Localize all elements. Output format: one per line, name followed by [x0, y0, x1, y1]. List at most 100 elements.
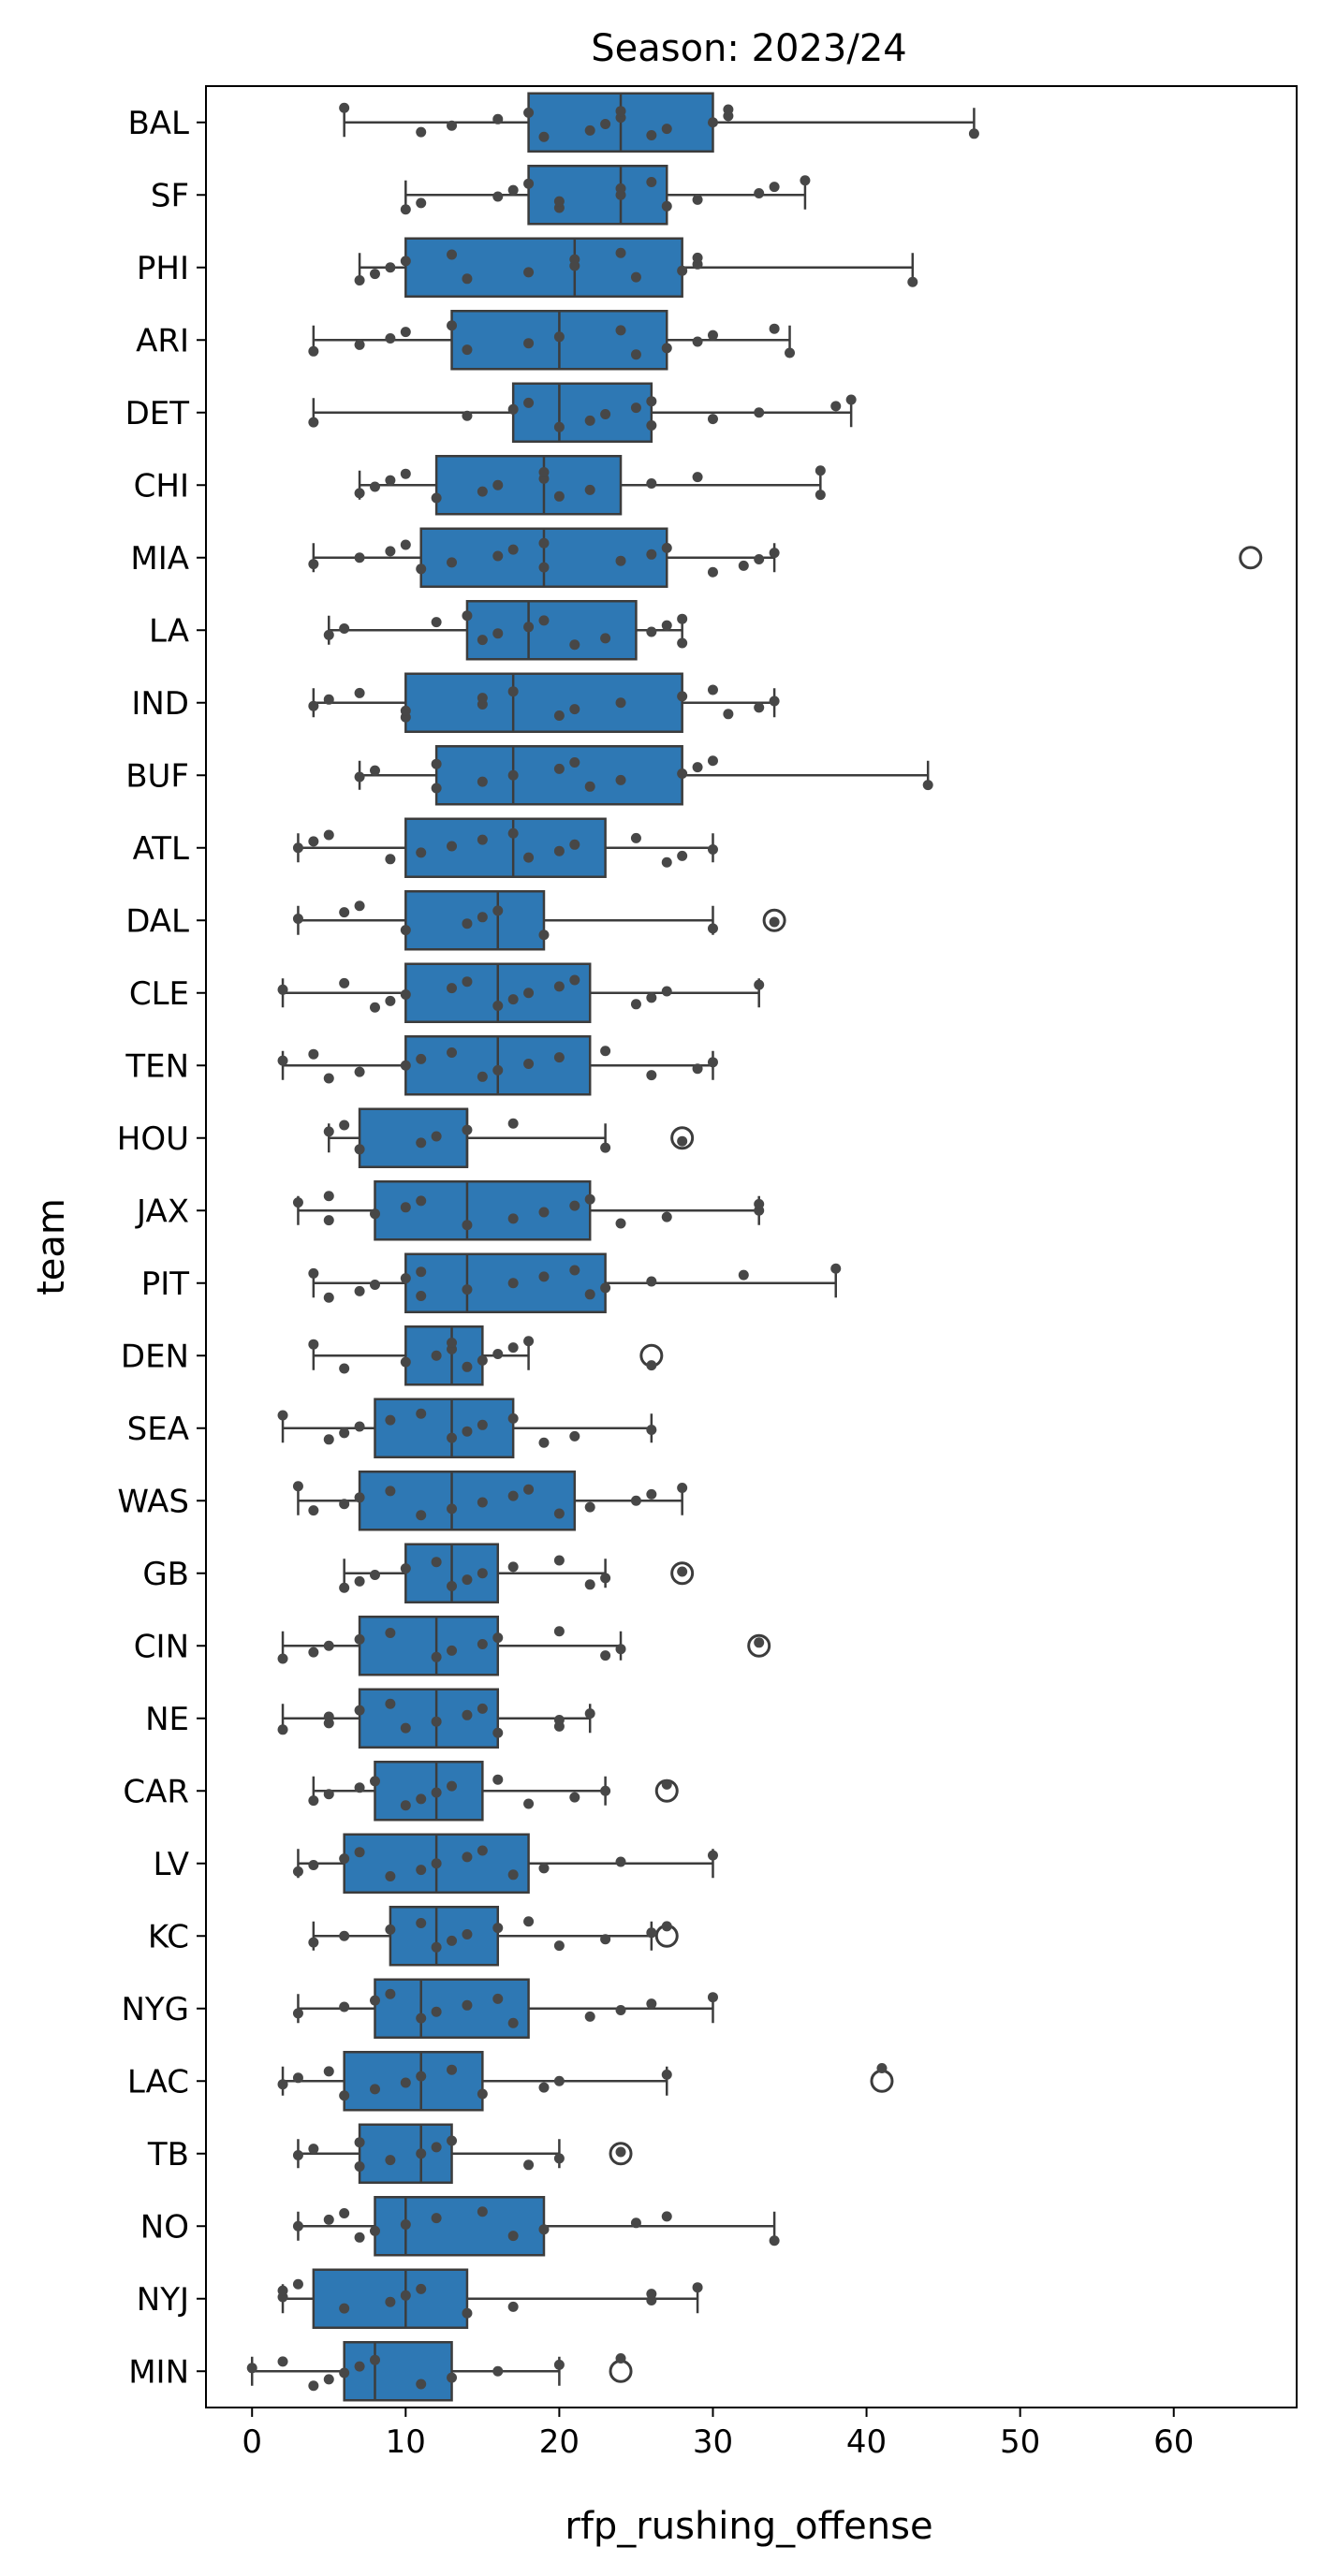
- data-point: [354, 900, 365, 912]
- y-tick-label: NYJ: [137, 2281, 189, 2319]
- data-point: [538, 1207, 550, 1218]
- data-point: [553, 1940, 565, 1952]
- box-iqr: [511, 382, 653, 443]
- data-point: [323, 829, 334, 841]
- data-point: [308, 2144, 319, 2155]
- data-point: [447, 983, 458, 994]
- data-point: [523, 178, 535, 189]
- data-point: [416, 198, 427, 209]
- data-point: [569, 1792, 580, 1803]
- data-point: [277, 1724, 288, 1735]
- box-iqr: [374, 1761, 484, 1822]
- data-point: [661, 200, 672, 212]
- data-point: [553, 2075, 565, 2086]
- box-iqr: [389, 1906, 500, 1967]
- data-point: [369, 269, 380, 280]
- box-iqr: [527, 165, 668, 226]
- plot-area: [246, 92, 1263, 2402]
- data-point: [447, 1337, 458, 1348]
- y-tick-label: NO: [140, 2208, 189, 2246]
- data-point: [600, 1573, 611, 1584]
- data-point: [308, 1795, 319, 1807]
- chart-title: Season: 2023/24: [591, 27, 907, 70]
- data-point: [416, 2071, 427, 2082]
- data-point: [707, 414, 718, 425]
- data-point: [707, 1992, 718, 2003]
- data-point: [308, 700, 319, 711]
- data-point: [600, 1282, 611, 1294]
- data-point: [385, 546, 396, 557]
- data-point: [323, 629, 334, 640]
- data-point: [477, 776, 488, 787]
- data-point: [477, 1639, 488, 1650]
- data-point: [769, 916, 780, 928]
- team-group-ari: [308, 310, 796, 371]
- data-point: [754, 188, 765, 199]
- data-point: [385, 262, 396, 273]
- data-point: [416, 2148, 427, 2159]
- data-point: [292, 1197, 303, 1208]
- data-point: [462, 1220, 473, 1231]
- outlier-marker: [1239, 546, 1263, 570]
- data-point: [661, 2211, 672, 2222]
- data-point: [339, 2207, 350, 2218]
- data-point: [646, 626, 657, 637]
- x-tick-label: 20: [539, 2423, 580, 2461]
- data-point: [308, 417, 319, 428]
- data-point: [400, 256, 411, 267]
- data-point: [677, 265, 688, 276]
- box-iqr: [374, 1978, 530, 2039]
- data-point: [507, 686, 519, 697]
- y-tick-label: GB: [142, 1556, 189, 1593]
- data-point: [462, 1852, 473, 1863]
- box-iqr: [343, 2341, 453, 2402]
- data-point: [339, 2303, 350, 2314]
- data-point: [277, 2285, 288, 2296]
- data-point: [538, 615, 550, 626]
- data-point: [707, 923, 718, 934]
- data-point: [339, 1120, 350, 1131]
- data-point: [677, 691, 688, 702]
- data-point: [477, 693, 488, 704]
- data-point: [507, 184, 519, 196]
- data-point: [369, 481, 380, 492]
- data-point: [416, 1408, 427, 1419]
- data-point: [507, 1213, 519, 1224]
- y-tick-label: DET: [125, 395, 190, 432]
- data-point: [677, 637, 688, 649]
- outlier-marker: [609, 2142, 633, 2166]
- y-tick-label: CIN: [134, 1628, 189, 1665]
- data-point: [815, 465, 826, 476]
- data-point: [416, 564, 427, 575]
- data-point: [462, 344, 473, 356]
- data-point: [339, 1582, 350, 1593]
- data-point: [630, 271, 641, 283]
- data-point: [308, 559, 319, 570]
- data-point: [492, 1727, 504, 1738]
- data-point: [462, 976, 473, 988]
- data-point: [523, 1916, 535, 1927]
- team-group-pit: [308, 1252, 842, 1313]
- data-point: [553, 421, 565, 432]
- data-point: [661, 620, 672, 631]
- data-point: [354, 771, 365, 783]
- data-point: [354, 1633, 365, 1645]
- data-point: [462, 1999, 473, 2011]
- data-point: [646, 549, 657, 560]
- data-point: [416, 1917, 427, 1928]
- y-tick-label: LV: [154, 1846, 189, 1883]
- y-tick-label: SF: [151, 177, 189, 214]
- box-iqr: [434, 745, 683, 806]
- data-point: [431, 783, 442, 794]
- data-point: [369, 1569, 380, 1580]
- data-point: [538, 1271, 550, 1282]
- data-point: [553, 710, 565, 722]
- box-iqr: [358, 1688, 500, 1749]
- team-group-bal: [339, 92, 979, 153]
- data-point: [507, 2301, 519, 2312]
- data-point: [462, 1124, 473, 1135]
- data-point: [707, 329, 718, 341]
- data-point: [308, 1937, 319, 1948]
- x-tick-label: 0: [242, 2423, 262, 2461]
- data-point: [707, 843, 718, 855]
